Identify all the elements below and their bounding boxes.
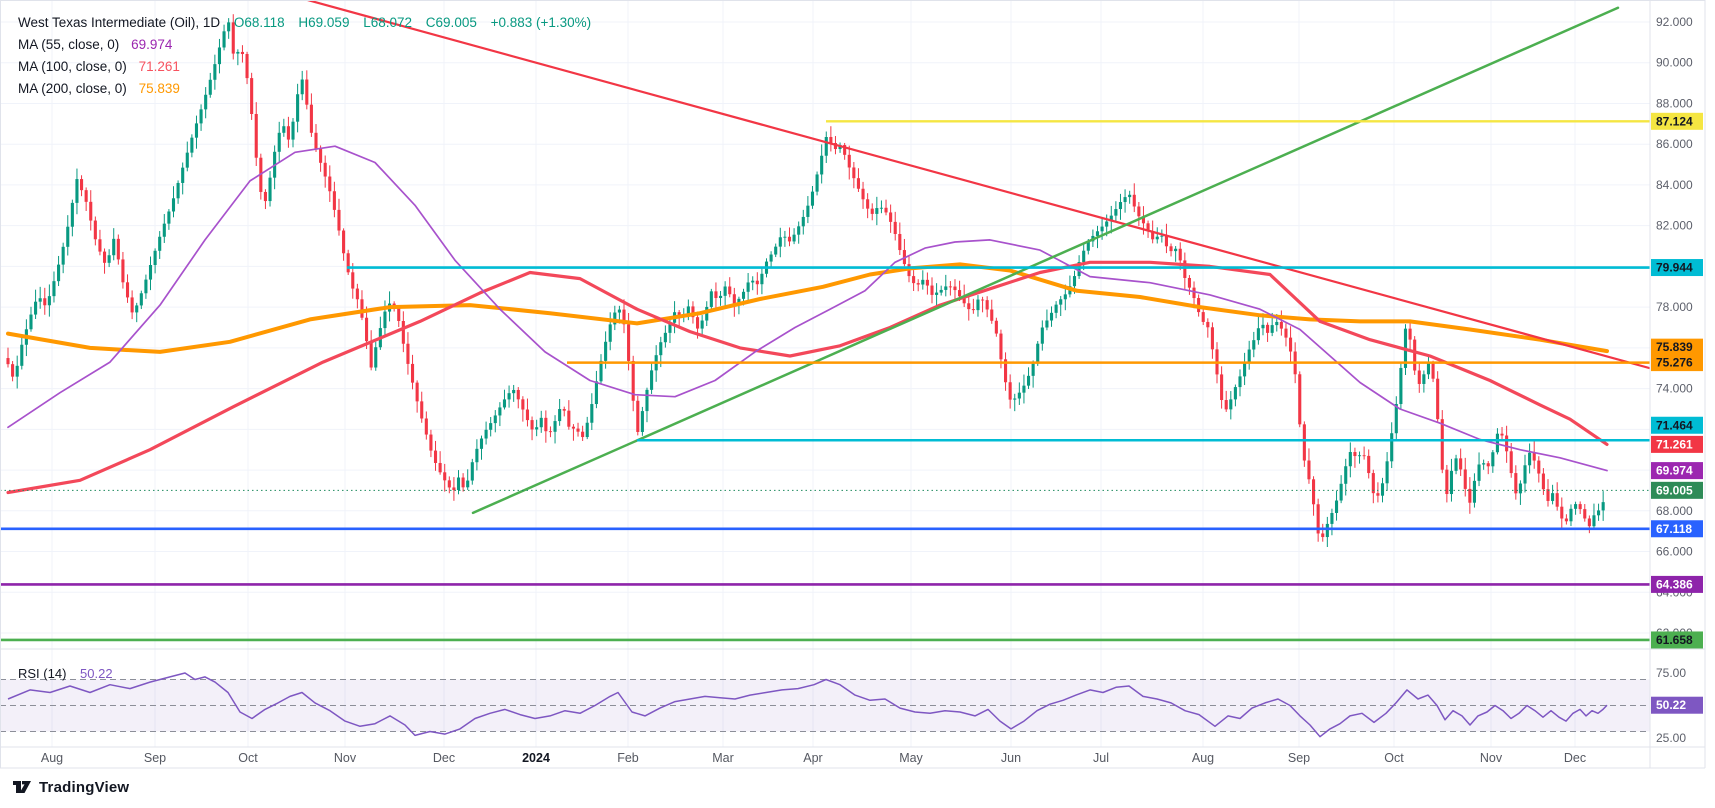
- ma100-label: MA (100, close, 0): [18, 59, 127, 74]
- tradingview-watermark-text: TradingView: [39, 778, 130, 796]
- svg-text:68.000: 68.000: [1656, 504, 1693, 518]
- svg-text:2024: 2024: [522, 751, 550, 765]
- svg-text:Jun: Jun: [1001, 751, 1021, 765]
- svg-text:Sep: Sep: [1288, 751, 1310, 765]
- price-label-79.944: [1651, 259, 1703, 277]
- svg-text:90.000: 90.000: [1656, 56, 1693, 70]
- svg-text:Feb: Feb: [617, 751, 639, 765]
- svg-text:66.000: 66.000: [1656, 545, 1693, 559]
- tradingview-watermark[interactable]: TradingView: [12, 778, 129, 796]
- svg-text:71.261: 71.261: [1656, 437, 1693, 451]
- ma200-legend-row[interactable]: MA (200, close, 0) 75.839: [18, 78, 601, 100]
- price-label-64.386: [1651, 575, 1703, 593]
- ma55-line: [7, 145, 1608, 472]
- svg-text:75.00: 75.00: [1656, 666, 1686, 680]
- ma100-line: [6, 260, 1609, 495]
- price-label-67.118: [1651, 520, 1703, 538]
- ma55-label: MA (55, close, 0): [18, 37, 120, 52]
- price-label-71.464: [1651, 416, 1703, 434]
- ma200-value: 75.839: [138, 81, 180, 96]
- price-axis[interactable]: 92.000 90.000 88.000 86.000 84.000 82.000 78.0…: [1651, 15, 1703, 745]
- svg-text:64.386: 64.386: [1656, 577, 1693, 591]
- svg-text:Nov: Nov: [334, 751, 357, 765]
- ma100-value: 71.261: [138, 59, 180, 74]
- symbol-title-row[interactable]: West Texas Intermediate (Oil), 1D O68.11…: [18, 12, 601, 34]
- ma200-label: MA (200, close, 0): [18, 81, 127, 96]
- svg-text:79.944: 79.944: [1656, 261, 1693, 275]
- symbol-title[interactable]: West Texas Intermediate (Oil), 1D: [18, 15, 221, 30]
- tradingview-logo-icon: [13, 781, 31, 793]
- time-axis[interactable]: Aug Sep Oct Nov Dec 2024 Feb Mar Apr May Jun Jul Aug…: [41, 751, 1586, 765]
- svg-text:67.118: 67.118: [1656, 522, 1692, 536]
- svg-text:Aug: Aug: [1192, 751, 1214, 765]
- svg-text:May: May: [899, 751, 923, 765]
- svg-text:Apr: Apr: [803, 751, 822, 765]
- rsi-line: [7, 672, 1608, 738]
- svg-text:Oct: Oct: [1384, 751, 1404, 765]
- rsi-pane[interactable]: [0, 672, 1650, 738]
- ma55-value: 69.974: [131, 37, 173, 52]
- ohlc-close: C69.005: [425, 15, 477, 30]
- svg-text:69.974: 69.974: [1656, 464, 1693, 478]
- ma200-line: [6, 262, 1609, 354]
- candlestick-series[interactable]: [0, 0, 1650, 642]
- descending-trendline[interactable]: [304, 0, 1650, 370]
- ma55-legend-row[interactable]: MA (55, close, 0) 69.974: [18, 34, 601, 56]
- svg-text:84.000: 84.000: [1656, 178, 1693, 192]
- svg-text:25.00: 25.00: [1656, 731, 1686, 745]
- svg-text:69.005: 69.005: [1656, 483, 1693, 497]
- ma100-legend-row[interactable]: MA (100, close, 0) 71.261: [18, 56, 601, 78]
- svg-text:61.658: 61.658: [1656, 633, 1693, 647]
- svg-text:92.000: 92.000: [1656, 15, 1693, 29]
- svg-text:87.124: 87.124: [1656, 114, 1693, 128]
- svg-text:78.000: 78.000: [1656, 300, 1693, 314]
- svg-text:74.000: 74.000: [1656, 382, 1693, 396]
- price-label-75.276: [1651, 354, 1703, 372]
- price-label-75.839: [1651, 338, 1703, 356]
- ascending-trendline[interactable]: [471, 6, 1620, 515]
- svg-text:Oct: Oct: [238, 751, 258, 765]
- svg-text:Dec: Dec: [433, 751, 455, 765]
- svg-text:88.000: 88.000: [1656, 96, 1693, 110]
- price-label-61.658: [1651, 631, 1703, 649]
- price-label-87.124: [1651, 112, 1703, 130]
- rsi-legend-row[interactable]: RSI (14) 50.22: [18, 666, 113, 681]
- price-label-69.005: [1651, 481, 1703, 499]
- svg-text:Dec: Dec: [1564, 751, 1586, 765]
- svg-text:Sep: Sep: [144, 751, 166, 765]
- rsi-label: RSI (14): [18, 666, 67, 681]
- svg-text:50.22: 50.22: [1656, 698, 1686, 712]
- svg-text:75.276: 75.276: [1656, 356, 1693, 370]
- ohlc-high: H69.059: [298, 15, 350, 30]
- ohlc-low: L68.072: [363, 15, 413, 30]
- svg-text:86.000: 86.000: [1656, 137, 1693, 151]
- ohlc-change: +0.883 (+1.30%): [490, 15, 592, 30]
- rsi-value-label: [1651, 696, 1703, 714]
- rsi-value: 50.22: [80, 666, 113, 681]
- svg-text:Aug: Aug: [41, 751, 63, 765]
- svg-text:82.000: 82.000: [1656, 219, 1693, 233]
- price-label-71.261: [1651, 435, 1703, 453]
- symbol-legend: West Texas Intermediate (Oil), 1D O68.11…: [18, 12, 601, 100]
- svg-text:Mar: Mar: [712, 751, 734, 765]
- price-label-69.974: [1651, 462, 1703, 480]
- svg-text:Jul: Jul: [1093, 751, 1109, 765]
- svg-text:71.464: 71.464: [1656, 418, 1693, 432]
- svg-text:75.839: 75.839: [1656, 340, 1693, 354]
- svg-text:Nov: Nov: [1480, 751, 1503, 765]
- ohlc-open: O68.118: [233, 15, 285, 30]
